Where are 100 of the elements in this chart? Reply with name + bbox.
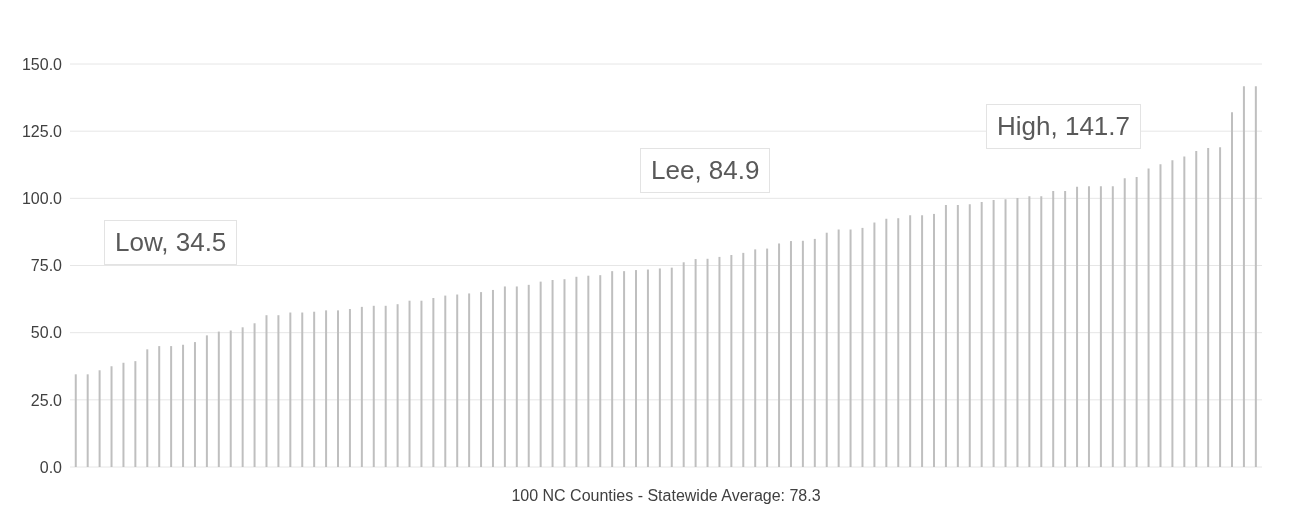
bar (480, 292, 483, 467)
bar (658, 268, 661, 467)
bar (1231, 112, 1234, 467)
bar (1207, 148, 1210, 467)
bar (1087, 186, 1090, 467)
bar (1135, 177, 1138, 467)
bar (396, 304, 399, 467)
annotation: High, 141.7 (986, 104, 1141, 149)
bar (706, 258, 709, 467)
bar (956, 205, 959, 467)
bar (86, 374, 89, 467)
y-tick-label: 25.0 (30, 391, 63, 409)
bar (325, 310, 328, 467)
bar (1111, 186, 1114, 467)
bar (420, 300, 423, 467)
bar (1040, 196, 1043, 467)
bar (933, 213, 936, 467)
bar (384, 305, 387, 467)
bar (1195, 151, 1198, 467)
bar (468, 293, 471, 467)
bar (742, 252, 745, 467)
bar (432, 298, 435, 467)
bar (170, 346, 173, 467)
bar (289, 312, 292, 467)
bar (1064, 191, 1067, 467)
bar (1028, 196, 1031, 467)
bar (122, 362, 125, 467)
bar (563, 279, 566, 467)
x-axis-title: 100 NC Counties - Statewide Average: 78.3 (511, 487, 821, 504)
bar (265, 315, 268, 467)
bar (921, 215, 924, 467)
bar (1123, 178, 1126, 467)
bar (253, 323, 256, 467)
bar (754, 249, 757, 467)
bar (801, 240, 804, 467)
bar (599, 275, 602, 467)
y-tick-label: 125.0 (21, 122, 63, 140)
bar (861, 227, 864, 467)
bar (718, 256, 721, 467)
bar (360, 306, 363, 467)
bar (646, 269, 649, 467)
bar (575, 276, 578, 467)
annotation: Lee, 84.9 (640, 148, 771, 193)
bar (1076, 186, 1079, 467)
bar (444, 295, 447, 467)
bar (348, 309, 351, 467)
y-tick-label: 50.0 (30, 324, 63, 342)
bar (313, 311, 316, 467)
bar (158, 346, 161, 467)
bar (337, 310, 340, 467)
bar (1159, 164, 1162, 467)
bar (491, 289, 494, 467)
bar (372, 305, 375, 467)
bar (503, 286, 506, 467)
bar (1254, 86, 1257, 467)
bar (670, 267, 673, 467)
bar (277, 315, 280, 467)
bar (1052, 191, 1055, 467)
y-tick-label: 100.0 (21, 190, 63, 208)
bar (205, 335, 208, 467)
bar (110, 366, 113, 467)
bar (182, 344, 185, 467)
bar (1147, 168, 1150, 467)
bar (1219, 147, 1222, 467)
y-tick-label: 150.0 (21, 55, 63, 73)
bar (968, 204, 971, 467)
bar (1183, 156, 1186, 467)
bar (766, 248, 769, 467)
bar (229, 330, 232, 467)
bar (587, 275, 590, 467)
annotation: Low, 34.5 (104, 220, 238, 265)
bar (885, 218, 888, 467)
y-tick-label: 75.0 (30, 257, 63, 275)
bar (778, 243, 781, 467)
bar (539, 281, 542, 467)
bar (217, 331, 220, 467)
bar (456, 294, 459, 467)
y-tick-label: 0.0 (39, 458, 63, 476)
bar (1016, 198, 1019, 467)
bar (825, 232, 828, 467)
bar (408, 300, 411, 467)
bar (980, 202, 983, 467)
bar (1242, 86, 1245, 467)
bar (849, 229, 852, 467)
bar (635, 270, 638, 467)
bar (694, 259, 697, 467)
bar (897, 218, 900, 467)
bar (515, 286, 518, 467)
bar (74, 374, 77, 467)
bar (730, 255, 733, 467)
bar (146, 349, 149, 467)
bar (992, 199, 995, 467)
bar (1171, 160, 1174, 467)
bar (134, 361, 137, 467)
bar (301, 312, 304, 467)
bar (1099, 186, 1102, 467)
bar (527, 284, 530, 467)
bar (909, 215, 912, 467)
bar (623, 271, 626, 467)
bar (873, 222, 876, 467)
